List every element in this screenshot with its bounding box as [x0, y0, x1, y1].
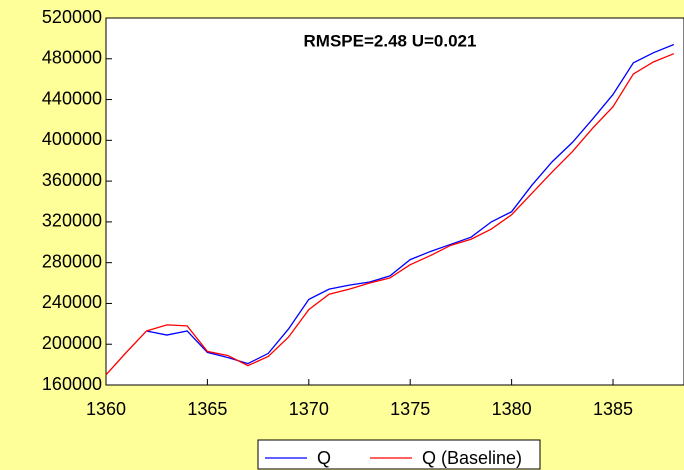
y-tick-label: 520000: [42, 7, 102, 27]
y-tick-label: 240000: [42, 292, 102, 312]
y-tick-label: 320000: [42, 211, 102, 231]
plot-area: [106, 18, 684, 385]
y-tick-label: 440000: [42, 88, 102, 108]
y-tick-label: 280000: [42, 251, 102, 271]
annotation: RMSPE=2.48 U=0.021: [304, 31, 477, 50]
chart: RMSPE=2.48 U=0.021 160000 200000 240000 280…: [0, 0, 684, 470]
y-tick-label: 200000: [42, 333, 102, 353]
y-tick-label: 360000: [42, 170, 102, 190]
y-tick-label: 160000: [42, 374, 102, 394]
legend-label: Q: [317, 448, 331, 468]
x-tick-label: 1360: [86, 399, 126, 419]
x-tick-label: 1365: [187, 399, 227, 419]
x-tick-label: 1375: [390, 399, 430, 419]
x-tick-label: 1385: [593, 399, 633, 419]
page: RMSPE=2.48 U=0.021 160000 200000 240000 280…: [0, 0, 684, 470]
x-tick-label: 1370: [289, 399, 329, 419]
x-tick-label: 1380: [492, 399, 532, 419]
y-tick-label: 480000: [42, 48, 102, 68]
y-tick-label: 400000: [42, 129, 102, 149]
legend-label: Q (Baseline): [422, 448, 522, 468]
